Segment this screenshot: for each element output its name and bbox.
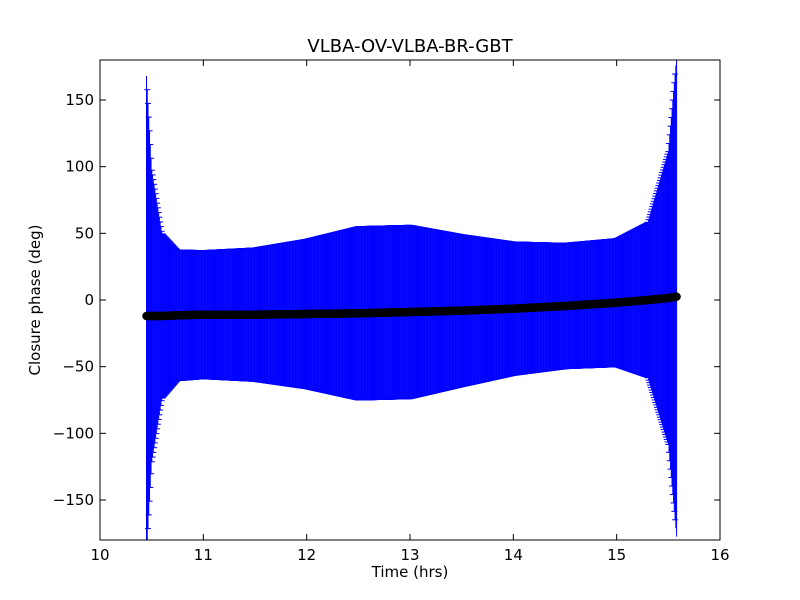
y-tick-label: 0: [84, 291, 94, 309]
y-tick-label: 50: [75, 224, 94, 242]
marker-layer: [142, 292, 681, 321]
x-tick-label: 12: [297, 546, 316, 564]
x-tick-label: 15: [607, 546, 626, 564]
y-tick-label: 100: [65, 158, 94, 176]
chart-title: VLBA-OV-VLBA-BR-GBT: [307, 36, 513, 57]
y-tick-label: −150: [53, 491, 94, 509]
y-tick-label: 150: [65, 91, 94, 109]
x-tick-label: 14: [504, 546, 523, 564]
x-tick-label: 16: [710, 546, 729, 564]
tick-layer: 10 11 12 13 14 15 16 −150 −100 −50 0 50 100 150: [53, 60, 730, 564]
y-tick-label: −50: [62, 358, 94, 376]
x-tick-label: 11: [194, 546, 213, 564]
x-axis-label: Time (hrs): [371, 563, 449, 581]
x-tick-label: 10: [90, 546, 109, 564]
x-tick-label: 13: [400, 546, 419, 564]
y-axis-label: Closure phase (deg): [26, 225, 44, 376]
y-tick-label: −100: [53, 424, 94, 442]
data-point: [672, 292, 681, 301]
